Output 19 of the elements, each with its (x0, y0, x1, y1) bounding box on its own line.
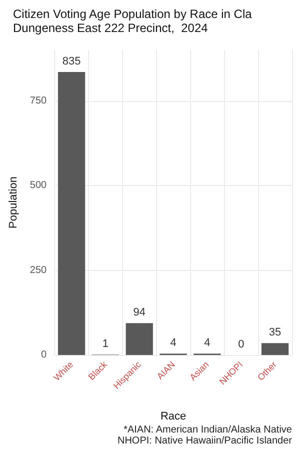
data-label: 835 (62, 56, 81, 68)
bar (261, 343, 289, 355)
data-label: 35 (268, 326, 282, 339)
y-tick-label: 750 (30, 95, 48, 106)
bar (58, 72, 86, 355)
data-label: 4 (204, 337, 210, 350)
y-axis-title: Population (8, 176, 20, 228)
y-tick-label: 0 (41, 350, 48, 360)
data-label: 94 (133, 306, 146, 319)
chart-title: Citizen Voting Age Population by Race in Cla Dungeness East 222 Precinct, 2024 (13, 7, 252, 35)
y-tick-label: 250 (30, 264, 48, 276)
data-label: 4 (170, 337, 176, 350)
bar (126, 323, 153, 355)
y-tick-label: 500 (30, 180, 48, 192)
text: *AIAN: American Indian/Alaska Native (124, 424, 292, 436)
data-label: 0 (238, 338, 244, 350)
text: NHOPI: Native Hawaiin/Pacific Islander (117, 436, 293, 446)
x-axis-title: Race (160, 410, 186, 422)
data-label: 1 (102, 338, 109, 350)
